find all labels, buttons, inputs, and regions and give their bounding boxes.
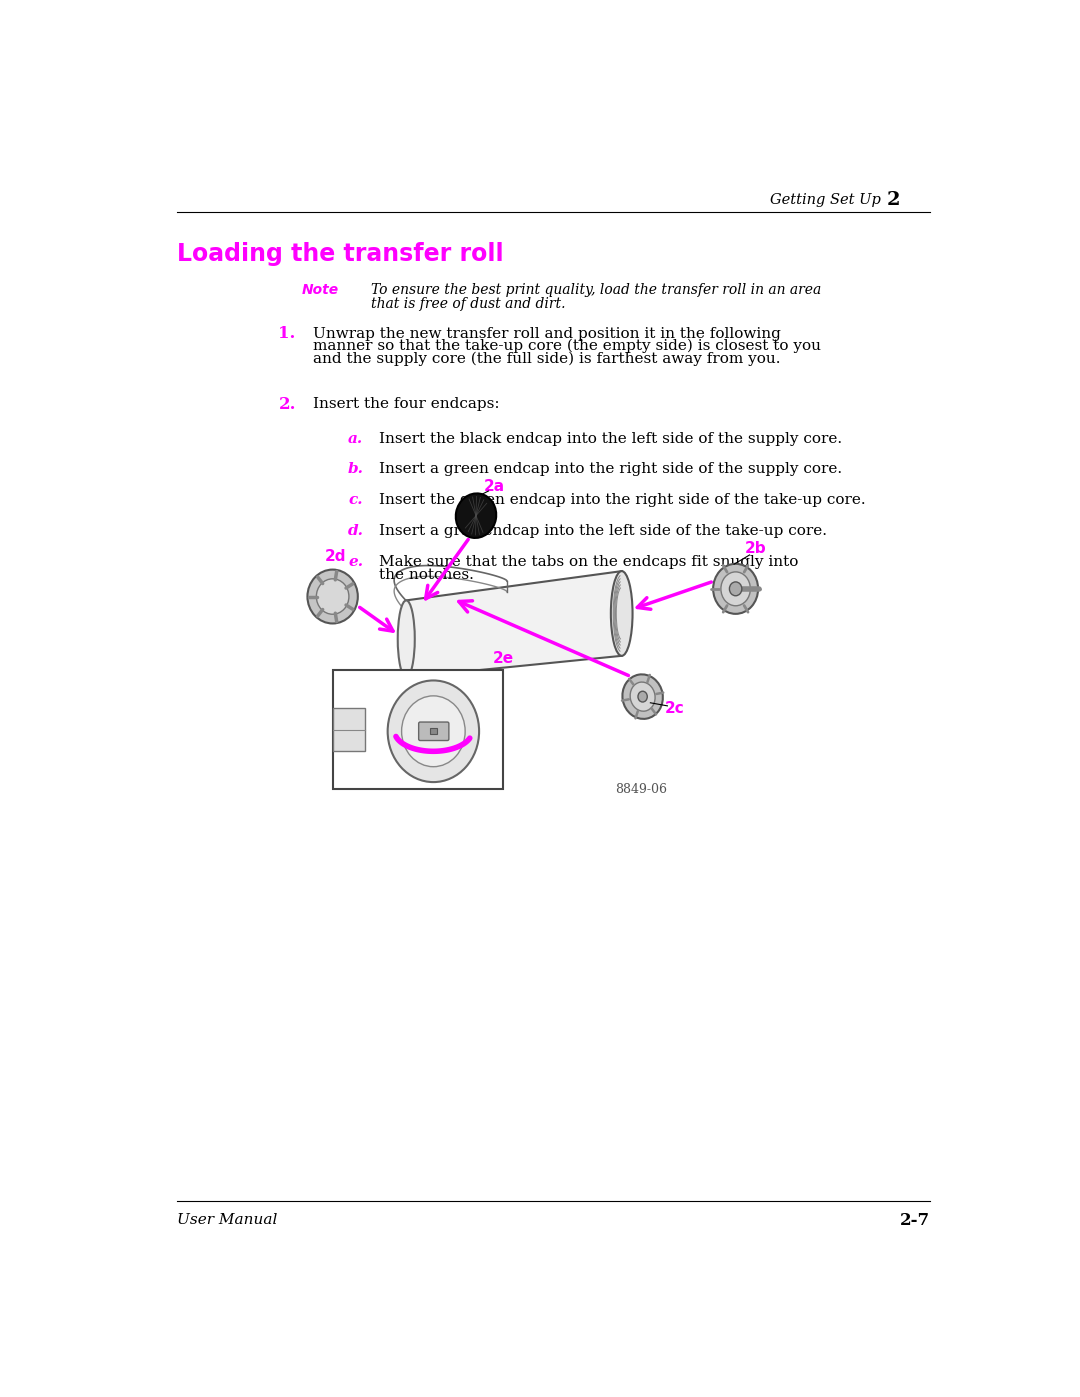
- Ellipse shape: [611, 571, 633, 655]
- Text: a.: a.: [348, 432, 363, 446]
- Ellipse shape: [397, 601, 415, 678]
- Text: Insert the four endcaps:: Insert the four endcaps:: [313, 397, 500, 411]
- Text: 8849-06: 8849-06: [616, 782, 667, 795]
- Ellipse shape: [308, 570, 357, 623]
- Ellipse shape: [402, 696, 465, 767]
- Text: c.: c.: [348, 493, 363, 507]
- Ellipse shape: [456, 493, 496, 538]
- Text: b.: b.: [348, 462, 364, 476]
- Text: Insert the black endcap into the left side of the supply core.: Insert the black endcap into the left si…: [379, 432, 842, 446]
- Ellipse shape: [713, 564, 758, 613]
- Text: Loading the transfer roll: Loading the transfer roll: [177, 242, 503, 265]
- Ellipse shape: [729, 583, 742, 595]
- Text: Insert a gray endcap into the left side of the take-up core.: Insert a gray endcap into the left side …: [379, 524, 827, 538]
- FancyBboxPatch shape: [419, 722, 449, 740]
- Text: the notches.: the notches.: [379, 569, 474, 583]
- Text: 2d: 2d: [325, 549, 347, 564]
- Bar: [333, 669, 503, 789]
- Ellipse shape: [638, 692, 647, 703]
- Text: d.: d.: [348, 524, 364, 538]
- Text: 2-7: 2-7: [900, 1211, 930, 1229]
- Text: User Manual: User Manual: [177, 1213, 278, 1227]
- Polygon shape: [406, 571, 622, 678]
- Text: Insert the green endcap into the right side of the take-up core.: Insert the green endcap into the right s…: [379, 493, 866, 507]
- Ellipse shape: [630, 682, 656, 711]
- Bar: [430, 728, 437, 735]
- Text: 2.: 2.: [279, 395, 296, 412]
- Text: 2b: 2b: [745, 541, 767, 556]
- Text: 1.: 1.: [279, 326, 296, 342]
- Text: 2e: 2e: [494, 651, 514, 665]
- Text: and the supply core (the full side) is farthest away from you.: and the supply core (the full side) is f…: [313, 352, 781, 366]
- Text: Getting Set Up: Getting Set Up: [770, 193, 881, 207]
- Text: that is free of dust and dirt.: that is free of dust and dirt.: [372, 298, 566, 312]
- Text: To ensure the best print quality, load the transfer roll in an area: To ensure the best print quality, load t…: [372, 284, 822, 298]
- Text: manner so that the take-up core (the empty side) is closest to you: manner so that the take-up core (the emp…: [313, 339, 821, 353]
- Bar: [333, 708, 365, 750]
- Text: 2: 2: [887, 191, 901, 210]
- Text: Note: Note: [301, 284, 339, 298]
- Text: 2a: 2a: [484, 479, 504, 495]
- Ellipse shape: [622, 675, 663, 719]
- Ellipse shape: [388, 680, 480, 782]
- Text: Make sure that the tabs on the endcaps fit snugly into: Make sure that the tabs on the endcaps f…: [379, 555, 798, 569]
- Ellipse shape: [721, 571, 751, 606]
- Text: e.: e.: [348, 555, 363, 569]
- Text: 2c: 2c: [664, 701, 684, 715]
- Text: Unwrap the new transfer roll and position it in the following: Unwrap the new transfer roll and positio…: [313, 327, 781, 341]
- Text: Insert a green endcap into the right side of the supply core.: Insert a green endcap into the right sid…: [379, 462, 842, 476]
- Ellipse shape: [316, 578, 349, 615]
